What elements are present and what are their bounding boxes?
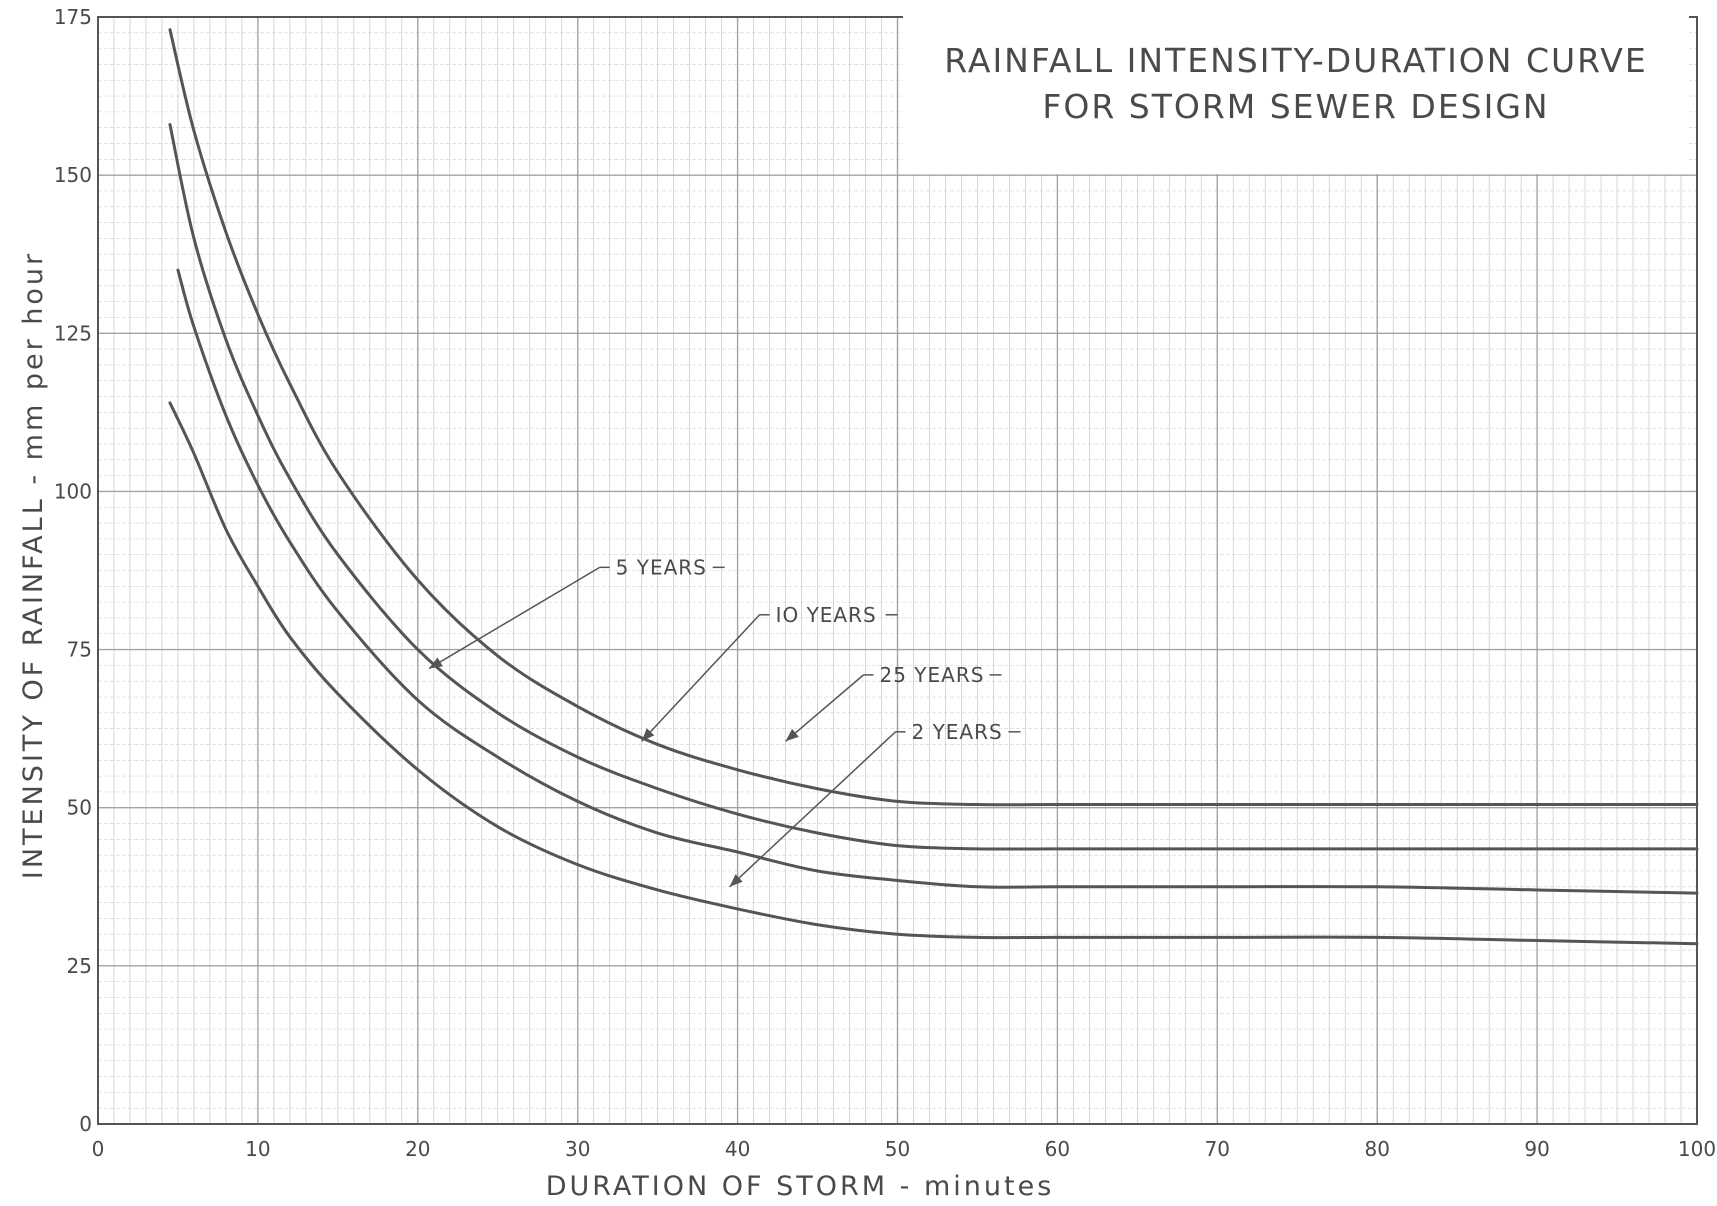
chart-title: RAINFALL INTENSITY-DURATION CURVE: [944, 41, 1647, 80]
x-tick-label: 90: [1524, 1137, 1549, 1161]
y-tick-label: 175: [54, 5, 92, 29]
y-tick-label: 125: [54, 321, 92, 345]
x-tick-label: 60: [1045, 1137, 1070, 1161]
y-tick-label: 50: [67, 796, 92, 820]
x-tick-label: 30: [565, 1137, 590, 1161]
annotation-label-25-years: 25 YEARS: [880, 663, 985, 687]
annotation-label-10-years: IO YEARS: [776, 603, 877, 627]
x-tick-label: 100: [1678, 1137, 1716, 1161]
y-tick-label: 150: [54, 163, 92, 187]
x-tick-label: 20: [405, 1137, 430, 1161]
x-tick-label: 40: [725, 1137, 750, 1161]
chart-subtitle: FOR STORM SEWER DESIGN: [1042, 87, 1549, 126]
annotation-label-5-years: 5 YEARS: [616, 555, 707, 579]
y-tick-label: 75: [67, 638, 92, 662]
x-tick-label: 80: [1364, 1137, 1389, 1161]
x-axis-label: DURATION OF STORM - minutes: [546, 1171, 1055, 1201]
x-tick-label: 50: [885, 1137, 910, 1161]
x-tick-label: 0: [92, 1137, 105, 1161]
y-tick-label: 100: [54, 479, 92, 503]
y-tick-label: 0: [79, 1112, 92, 1136]
y-axis-label: INTENSITY OF RAINFALL - mm per hour: [18, 251, 49, 879]
y-tick-label: 25: [67, 954, 92, 978]
annotation-label-2-years: 2 YEARS: [911, 720, 1002, 744]
x-tick-label: 10: [245, 1137, 270, 1161]
x-tick-label: 70: [1205, 1137, 1230, 1161]
